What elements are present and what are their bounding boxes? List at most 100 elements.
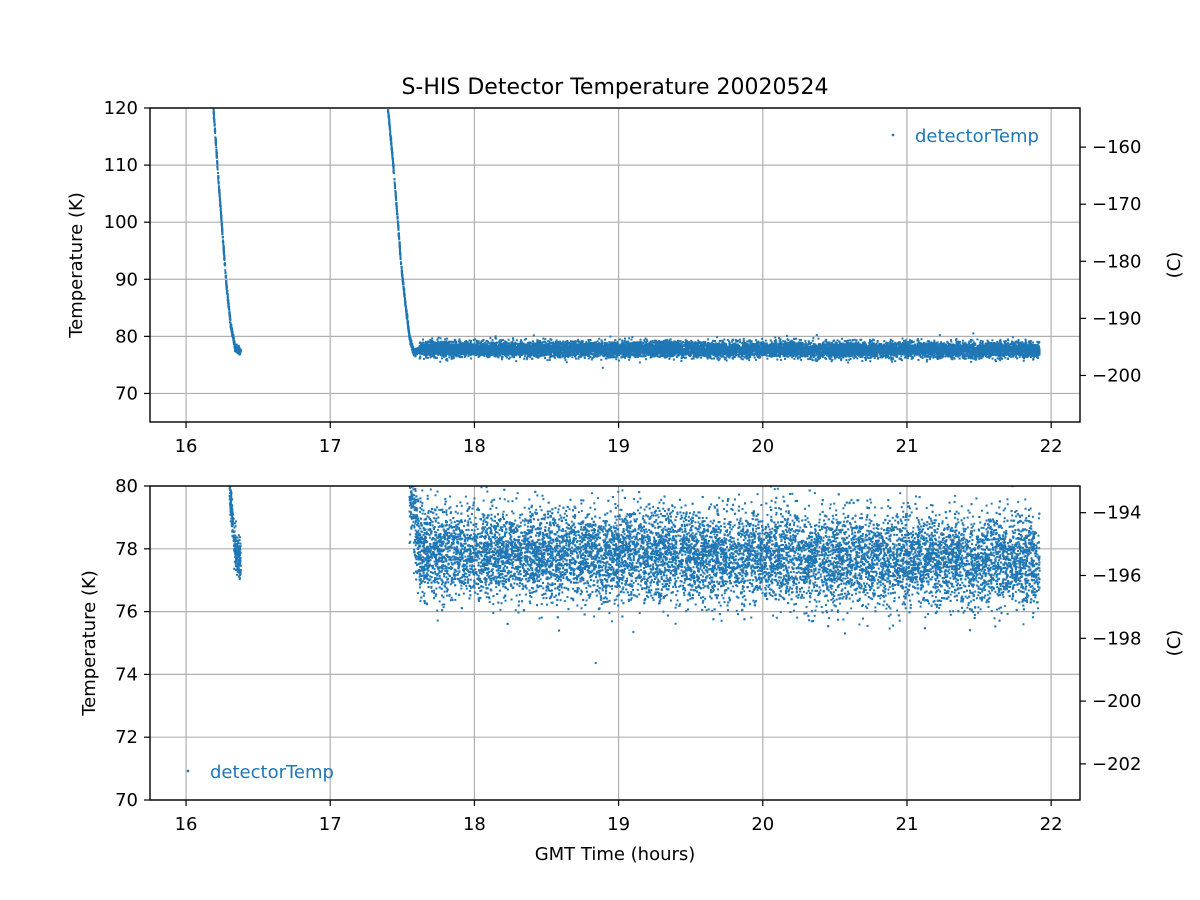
data-point xyxy=(403,292,406,295)
data-point xyxy=(856,357,859,360)
data-point xyxy=(218,193,221,196)
data-point xyxy=(214,141,217,144)
data-point xyxy=(848,358,851,361)
y-tick-label: 100 xyxy=(104,212,138,233)
data-point xyxy=(902,353,905,356)
data-point xyxy=(220,223,223,226)
data-point xyxy=(919,355,922,358)
y-tick-label: 90 xyxy=(115,269,138,290)
data-point xyxy=(621,341,624,344)
data-point xyxy=(766,357,769,360)
data-point xyxy=(542,337,545,340)
data-point xyxy=(745,356,748,359)
data-point xyxy=(873,342,876,345)
data-point xyxy=(939,355,942,358)
data-point xyxy=(971,339,974,342)
data-point xyxy=(391,151,394,154)
data-point xyxy=(406,316,409,319)
data-point xyxy=(890,356,893,359)
data-point xyxy=(585,354,588,357)
data-point xyxy=(389,132,392,135)
data-point xyxy=(394,190,397,193)
data-point xyxy=(916,344,919,347)
data-point xyxy=(399,247,402,250)
data-point xyxy=(580,353,583,356)
series-detectorTemp xyxy=(212,108,1041,369)
data-point xyxy=(646,340,649,343)
data-point xyxy=(575,357,578,360)
data-point xyxy=(217,175,220,178)
data-point xyxy=(543,345,546,348)
data-point xyxy=(847,361,850,364)
data-point xyxy=(616,342,619,345)
data-point xyxy=(608,341,611,344)
data-point xyxy=(916,339,919,342)
data-point xyxy=(222,239,225,242)
data-point xyxy=(405,309,408,312)
data-point xyxy=(431,354,434,357)
data-point xyxy=(991,339,994,342)
y-tick-label: 120 xyxy=(104,98,138,119)
data-point xyxy=(397,234,400,237)
data-point xyxy=(696,356,699,359)
data-point xyxy=(487,354,490,357)
data-point xyxy=(834,357,837,360)
data-point xyxy=(218,190,221,193)
data-point xyxy=(439,360,442,363)
data-point xyxy=(230,328,233,331)
data-point xyxy=(398,251,401,254)
data-point xyxy=(798,338,801,341)
data-point xyxy=(221,228,224,231)
data-point xyxy=(643,350,646,353)
data-point xyxy=(570,340,573,343)
data-point xyxy=(395,204,398,207)
data-point xyxy=(933,340,936,343)
data-point xyxy=(414,355,417,358)
data-point xyxy=(616,340,619,343)
data-point xyxy=(229,317,232,320)
data-point xyxy=(214,131,217,134)
data-point xyxy=(749,354,752,357)
data-point xyxy=(406,322,409,325)
data-point xyxy=(390,138,393,141)
data-point xyxy=(394,187,397,190)
data-point xyxy=(674,341,677,344)
data-point xyxy=(420,353,423,356)
data-point xyxy=(212,112,215,115)
x-tick-label: 18 xyxy=(463,436,486,457)
data-point xyxy=(394,195,397,198)
data-point xyxy=(394,196,397,199)
data-point xyxy=(885,341,888,344)
data-point xyxy=(818,343,821,346)
data-point xyxy=(230,327,233,330)
data-point xyxy=(891,357,894,360)
data-point xyxy=(238,353,241,356)
data-point xyxy=(222,252,225,255)
data-point xyxy=(540,342,543,345)
data-point xyxy=(224,276,227,279)
data-point xyxy=(397,232,400,235)
data-point xyxy=(893,346,896,349)
data-point xyxy=(223,253,226,256)
data-point xyxy=(212,108,215,111)
data-point xyxy=(412,351,415,354)
data-point xyxy=(391,160,394,163)
data-point xyxy=(463,353,466,356)
data-point xyxy=(748,359,751,362)
data-point xyxy=(414,354,417,357)
data-point xyxy=(228,321,231,324)
data-point xyxy=(397,225,400,228)
data-point xyxy=(837,356,840,359)
data-point xyxy=(464,351,467,354)
data-point xyxy=(511,343,514,346)
data-point xyxy=(413,354,416,357)
data-point xyxy=(235,343,238,346)
data-point xyxy=(743,356,746,359)
data-point xyxy=(717,359,720,362)
data-point xyxy=(574,340,577,343)
data-point xyxy=(220,213,223,216)
data-point xyxy=(216,161,219,164)
data-point xyxy=(219,207,222,210)
data-point xyxy=(735,343,738,346)
data-point xyxy=(976,346,979,349)
